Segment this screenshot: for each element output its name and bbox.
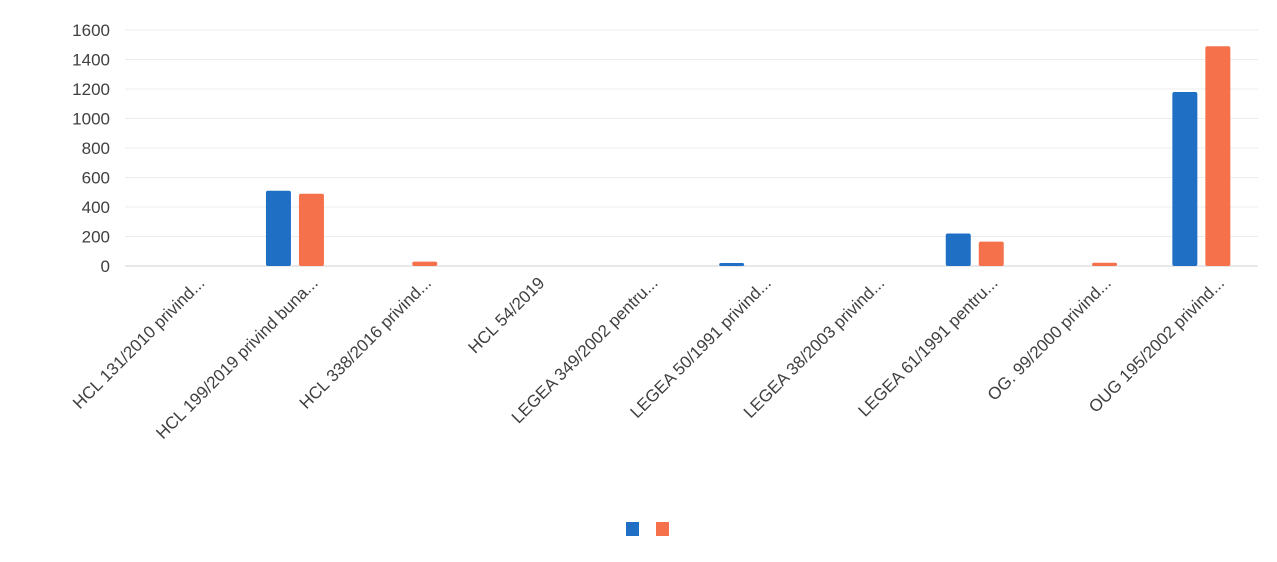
bars (265, 46, 1231, 266)
bar (1092, 262, 1118, 266)
x-tick-label: HCL 338/2016 privind... (296, 273, 435, 412)
y-tick-label: 0 (101, 257, 110, 276)
legend-swatch (626, 522, 639, 536)
bar (298, 193, 324, 266)
y-tick-label: 1000 (72, 110, 110, 129)
bar (719, 263, 745, 266)
legend (626, 522, 669, 536)
y-tick-label: 1600 (72, 21, 110, 40)
bar (265, 190, 291, 266)
y-tick-label: 200 (82, 228, 110, 247)
bar (1172, 91, 1198, 266)
y-tick-label: 800 (82, 139, 110, 158)
y-tick-label: 1400 (72, 51, 110, 70)
x-axis: HCL 131/2010 privind...HCL 199/2019 priv… (69, 273, 1228, 442)
y-axis: 0 200 400 600 800 1000 1200 1400 1600 (72, 21, 110, 276)
y-tick-label: 1200 (72, 80, 110, 99)
bar (412, 261, 438, 266)
x-tick-label: HCL 131/2010 privind... (69, 273, 208, 412)
legend-swatch (656, 522, 669, 536)
bar (1205, 46, 1231, 266)
y-tick-label: 400 (82, 198, 110, 217)
bar (945, 233, 971, 266)
gridlines (125, 29, 1258, 267)
y-tick-label: 600 (82, 169, 110, 188)
x-tick-label: OG. 99/2000 privind... (984, 273, 1115, 404)
bar (978, 241, 1004, 266)
x-tick-label: HCL 54/2019 (465, 273, 549, 357)
